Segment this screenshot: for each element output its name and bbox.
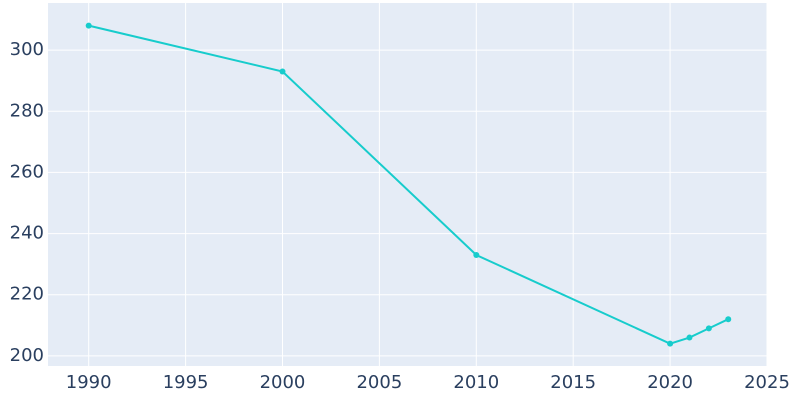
data-point (85, 22, 92, 29)
x-tick-label: 2000 (260, 372, 306, 393)
plot-background (48, 3, 767, 366)
y-tick-label: 300 (10, 39, 44, 60)
y-tick-label: 280 (10, 100, 44, 121)
data-point (686, 334, 693, 341)
data-point (279, 68, 286, 75)
x-tick-label: 2005 (356, 372, 402, 393)
data-point (705, 325, 712, 332)
data-point (473, 251, 480, 258)
x-tick-label: 2015 (550, 372, 596, 393)
data-point (667, 340, 674, 347)
x-tick-label: 1995 (163, 372, 209, 393)
y-tick-label: 220 (10, 284, 44, 305)
x-tick-label: 2020 (647, 372, 693, 393)
x-tick-label: 2010 (453, 372, 499, 393)
y-tick-label: 240 (10, 223, 44, 244)
y-tick-label: 260 (10, 161, 44, 182)
y-tick-label: 200 (10, 345, 44, 366)
data-point (725, 316, 732, 323)
x-tick-label: 2025 (744, 372, 790, 393)
x-tick-label: 1990 (66, 372, 112, 393)
